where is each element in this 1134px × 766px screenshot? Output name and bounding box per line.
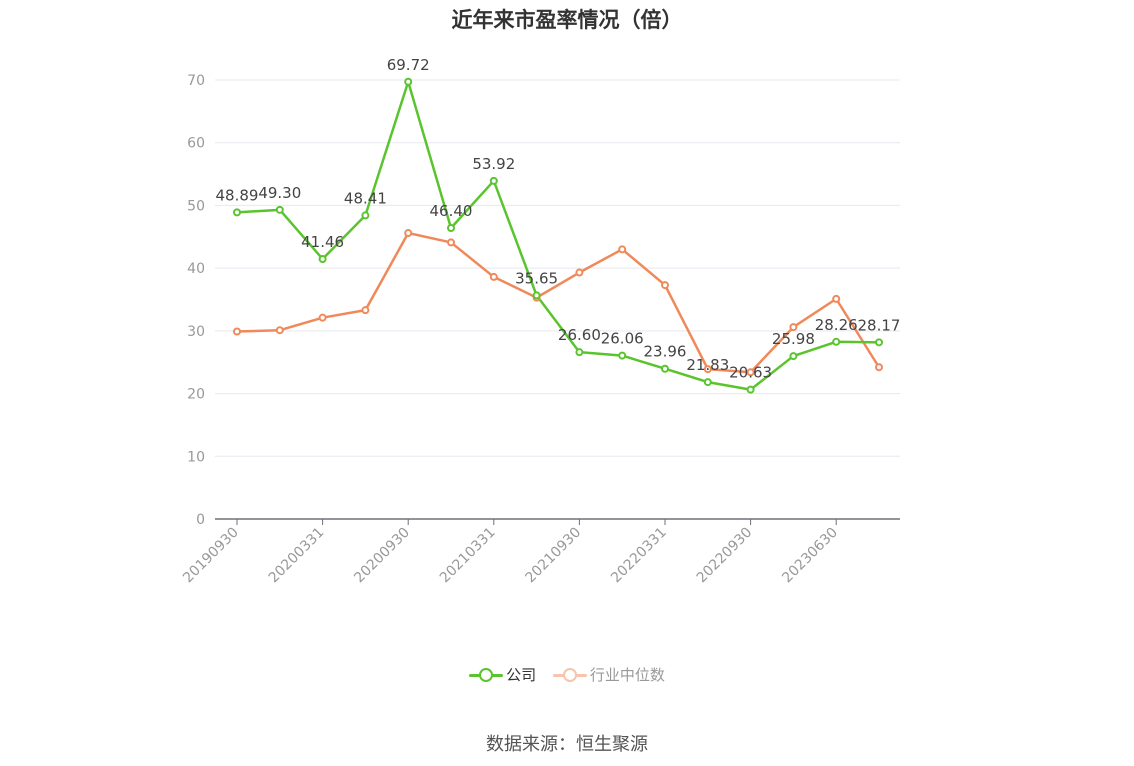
data-point <box>318 254 327 263</box>
legend-swatch-industry-median <box>552 665 587 685</box>
data-label: 23.96 <box>644 343 687 361</box>
x-tick-label: 20220331 <box>608 525 670 587</box>
data-label: 46.40 <box>430 202 473 220</box>
data-label: 41.46 <box>301 233 344 251</box>
data-point <box>703 378 712 387</box>
gridlines <box>215 79 900 457</box>
legend-item-industry-median[interactable]: 行业中位数 <box>552 664 665 685</box>
data-source: 数据来源：恒生聚源 <box>486 734 648 755</box>
data-point <box>361 211 370 220</box>
data-label: 21.83 <box>686 356 729 374</box>
data-point <box>875 338 883 347</box>
data-label: 28.17 <box>858 316 901 334</box>
x-tick-label: 20210930 <box>523 525 585 587</box>
data-label: 28.26 <box>815 316 858 334</box>
series-points <box>233 77 883 394</box>
x-tick-label: 20220930 <box>694 525 756 587</box>
legend-label-industry-median: 行业中位数 <box>589 666 665 684</box>
chart-title: 近年来市盈率情况（倍） <box>451 8 683 32</box>
y-axis: 0 10 20 30 40 50 60 70 <box>187 73 205 528</box>
series-line-1 <box>236 231 881 374</box>
series-lines <box>236 80 881 391</box>
legend-label-company: 公司 <box>506 666 537 684</box>
data-point <box>875 363 883 372</box>
series-line-0 <box>236 80 880 391</box>
legend-item-company[interactable]: 公司 <box>469 664 536 685</box>
data-point <box>832 337 841 346</box>
legend: 公司 行业中位数 <box>0 664 1134 685</box>
data-point <box>789 352 798 361</box>
data-labels: 48.89 49.30 41.46 48.41 69.72 46.40 53.92 35.65… <box>216 56 901 382</box>
data-label: 35.65 <box>515 269 558 287</box>
x-axis: 20190930 20200331 20200930 20210331 20210930… <box>180 518 900 587</box>
data-label: 25.98 <box>772 330 815 348</box>
data-point <box>532 291 541 300</box>
data-point <box>318 313 327 322</box>
data-label: 53.92 <box>472 155 515 173</box>
data-label: 20.63 <box>729 364 772 382</box>
data-label: 69.72 <box>387 56 430 74</box>
data-point <box>275 326 284 335</box>
data-point <box>661 364 669 373</box>
data-point <box>233 327 241 336</box>
y-tick-label: 60 <box>187 136 205 152</box>
y-tick-label: 30 <box>187 324 205 340</box>
x-tick-label: 20200331 <box>266 525 328 587</box>
data-point <box>489 176 498 185</box>
data-point <box>404 77 413 86</box>
x-tick-label: 20210331 <box>437 525 499 587</box>
y-tick-label: 50 <box>187 198 205 214</box>
data-point <box>489 272 498 281</box>
data-label: 26.60 <box>558 326 601 344</box>
data-point <box>404 229 413 238</box>
data-point <box>789 323 798 332</box>
data-label: 49.30 <box>258 184 301 202</box>
data-point <box>832 294 841 303</box>
data-point <box>447 224 455 233</box>
x-tick-label: 20200930 <box>351 525 413 587</box>
data-point <box>746 385 755 394</box>
data-point <box>661 281 669 290</box>
data-label: 26.06 <box>601 330 644 348</box>
y-tick-label: 70 <box>187 73 205 89</box>
data-label: 48.41 <box>344 189 387 207</box>
y-tick-label: 20 <box>187 387 205 403</box>
y-tick-label: 40 <box>187 261 205 277</box>
x-tick-label: 20230630 <box>779 525 841 587</box>
data-point <box>275 205 284 214</box>
y-tick-label: 0 <box>196 512 205 528</box>
data-label: 48.89 <box>216 186 259 204</box>
data-point <box>361 306 370 315</box>
data-point <box>575 348 584 357</box>
y-tick-label: 10 <box>187 449 205 465</box>
data-point <box>703 365 712 374</box>
data-point <box>575 268 584 277</box>
data-point <box>447 238 455 247</box>
data-point <box>746 368 755 377</box>
x-tick-label: 20190930 <box>180 525 242 587</box>
data-point <box>618 351 627 360</box>
data-point <box>233 208 241 217</box>
data-point <box>618 245 627 254</box>
legend-swatch-company <box>469 665 504 685</box>
